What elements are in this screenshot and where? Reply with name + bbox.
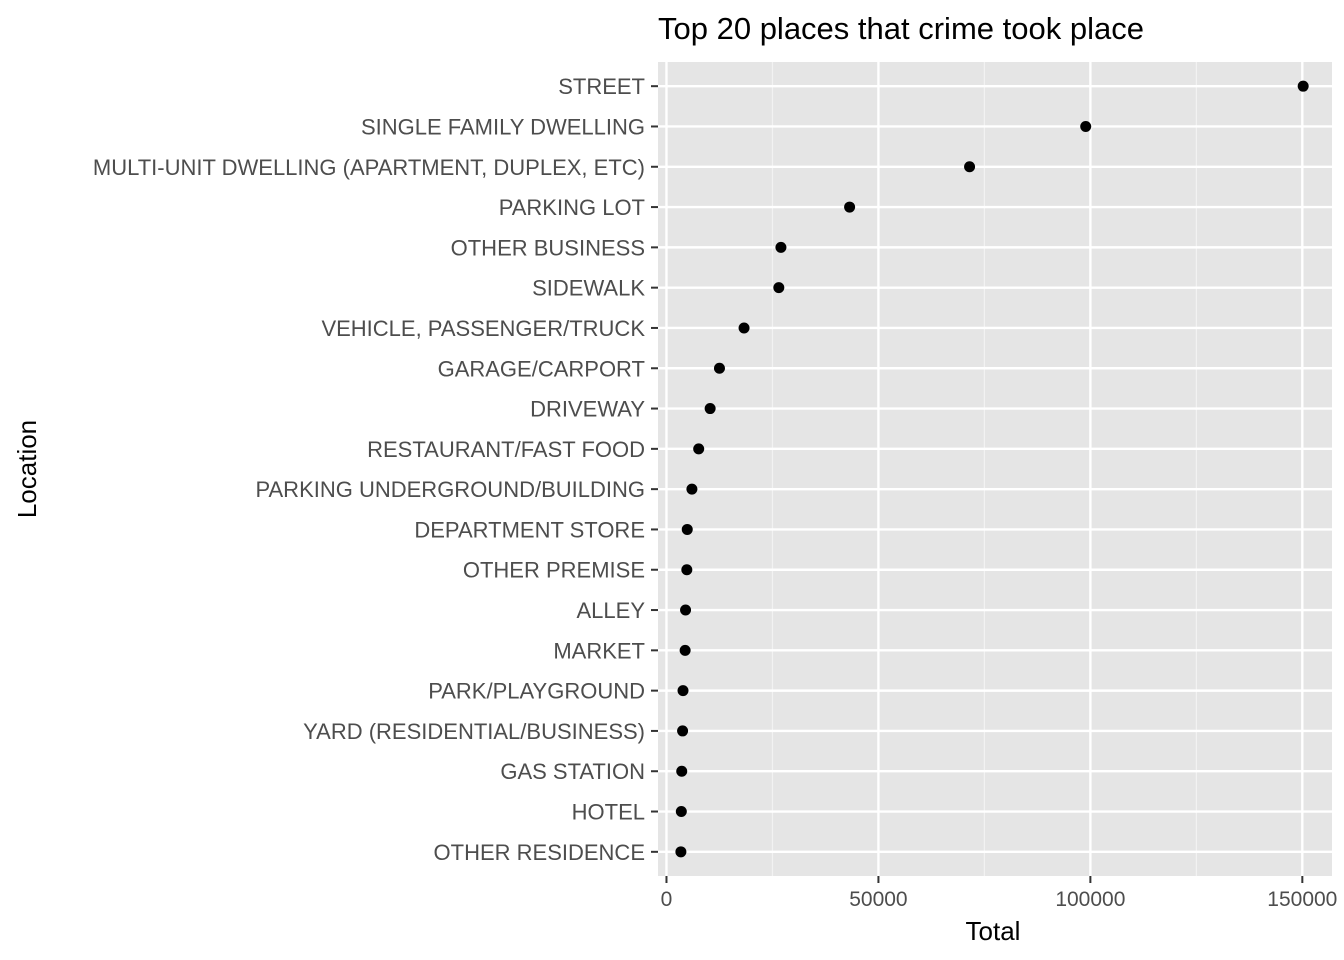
data-point bbox=[693, 443, 705, 455]
data-point bbox=[713, 362, 725, 374]
y-tick-label: OTHER PREMISE bbox=[463, 558, 645, 583]
y-tick-label: MULTI-UNIT DWELLING (APARTMENT, DUPLEX, … bbox=[93, 155, 645, 180]
y-tick-label: SIDEWALK bbox=[532, 276, 645, 301]
data-point bbox=[1297, 80, 1309, 92]
y-tick-label: OTHER BUSINESS bbox=[451, 235, 645, 260]
y-tick-label: OTHER RESIDENCE bbox=[434, 840, 645, 865]
y-tick-label: DRIVEWAY bbox=[530, 397, 645, 422]
data-point bbox=[704, 403, 716, 415]
y-tick-label: PARKING UNDERGROUND/BUILDING bbox=[255, 477, 645, 502]
chart-title: Top 20 places that crime took place bbox=[658, 11, 1144, 46]
y-tick-label: RESTAURANT/FAST FOOD bbox=[367, 437, 645, 462]
data-point bbox=[686, 483, 698, 495]
y-tick-label: VEHICLE, PASSENGER/TRUCK bbox=[321, 316, 645, 341]
y-tick-label: SINGLE FAMILY DWELLING bbox=[361, 114, 645, 139]
x-tick-label: 150000 bbox=[1267, 888, 1337, 911]
minor-gridlines bbox=[771, 62, 1197, 876]
data-point bbox=[676, 765, 688, 777]
y-tick-label: MARKET bbox=[553, 638, 645, 663]
y-axis-ticks: STREET SINGLE FAMILY DWELLING MULTI-UNIT D… bbox=[93, 74, 658, 865]
data-point bbox=[775, 241, 787, 253]
plot-panel bbox=[658, 62, 1332, 876]
x-tick-label: 50000 bbox=[849, 888, 907, 911]
y-tick-label: YARD (RESIDENTIAL/BUSINESS) bbox=[303, 719, 645, 744]
x-axis-title: Total bbox=[966, 916, 1021, 946]
data-point bbox=[677, 725, 689, 737]
data-point bbox=[681, 564, 693, 576]
y-tick-label: HOTEL bbox=[572, 800, 645, 825]
data-point bbox=[675, 806, 687, 818]
y-tick-label: ALLEY bbox=[577, 598, 646, 623]
data-point bbox=[679, 644, 691, 656]
data-point bbox=[1080, 120, 1092, 132]
y-axis-title: Location bbox=[12, 420, 42, 518]
data-point bbox=[738, 322, 750, 334]
x-tick-label: 100000 bbox=[1055, 888, 1125, 911]
y-tick-label: DEPARTMENT STORE bbox=[414, 517, 645, 542]
data-point bbox=[773, 282, 785, 294]
x-axis-ticks: 0 50000 100000 150000 bbox=[661, 876, 1337, 911]
data-points bbox=[675, 80, 1309, 858]
data-point bbox=[681, 523, 693, 535]
data-point bbox=[675, 846, 687, 858]
data-point bbox=[677, 685, 689, 697]
y-tick-label: PARKING LOT bbox=[499, 195, 645, 220]
x-tick-label: 0 bbox=[661, 888, 673, 911]
y-tick-label: GAS STATION bbox=[500, 759, 645, 784]
data-point bbox=[844, 201, 856, 213]
data-point bbox=[964, 161, 976, 173]
data-point bbox=[680, 604, 692, 616]
y-tick-label: GARAGE/CARPORT bbox=[438, 356, 645, 381]
major-gridlines bbox=[658, 62, 1332, 876]
y-tick-label: STREET bbox=[558, 74, 645, 99]
y-tick-label: PARK/PLAYGROUND bbox=[428, 679, 645, 704]
